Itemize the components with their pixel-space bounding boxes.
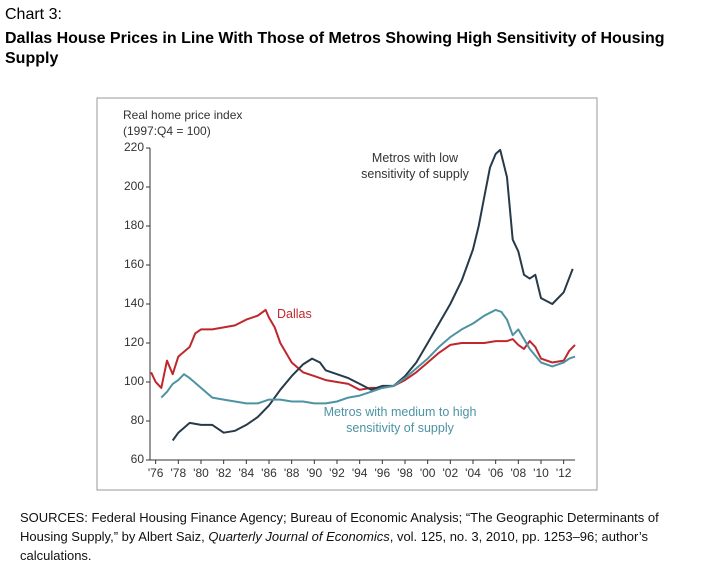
x-tick-label: '06 <box>488 466 504 480</box>
series-line <box>160 308 576 405</box>
y-tick-label: 160 <box>124 257 144 271</box>
x-tick-label: '88 <box>284 466 300 480</box>
y-tick-label: 60 <box>131 452 145 466</box>
series-line <box>150 308 576 391</box>
x-tick-label: '10 <box>533 466 549 480</box>
x-tick-label: '92 <box>329 466 345 480</box>
y-tick-label: 80 <box>131 413 145 427</box>
source-journal: Quarterly Journal of Economics <box>208 529 390 544</box>
chart-frame <box>96 97 598 491</box>
x-tick-label: '00 <box>420 466 436 480</box>
x-tick-label: '94 <box>352 466 368 480</box>
y-tick-label: 140 <box>124 296 144 310</box>
x-tick-label: '96 <box>375 466 391 480</box>
series-label: Dallas <box>277 307 312 321</box>
x-tick-label: '12 <box>556 466 572 480</box>
y-tick-label: 100 <box>124 374 144 388</box>
chart-label: Chart 3: <box>5 6 62 23</box>
series-label: Metros with low sensitivity of supply <box>361 151 469 181</box>
y-axis-label: Real home price index <box>123 108 242 122</box>
source-note: SOURCES: Federal Housing Finance Agency;… <box>20 508 695 565</box>
x-tick-label: '76 <box>148 466 164 480</box>
x-tick-label: '84 <box>239 466 255 480</box>
x-tick-label: '80 <box>193 466 209 480</box>
x-tick-label: '08 <box>511 466 527 480</box>
y-tick-label: 200 <box>124 179 144 193</box>
x-tick-label: '04 <box>465 466 481 480</box>
x-tick-label: '78 <box>171 466 187 480</box>
x-tick-label: '98 <box>397 466 413 480</box>
x-tick-label: '82 <box>216 466 232 480</box>
series-line <box>171 148 574 442</box>
y-axis-note: (1997:Q4 = 100) <box>123 124 211 138</box>
y-tick-label: 220 <box>124 140 144 154</box>
x-tick-label: '02 <box>443 466 459 480</box>
series-label: Metros with medium to high sensitivity o… <box>323 405 477 435</box>
source-text: SOURCES: Federal Housing Finance Agency;… <box>20 510 659 544</box>
chart-title: Dallas House Prices in Line With Those o… <box>5 30 665 67</box>
x-tick-label: '86 <box>261 466 277 480</box>
x-tick-label: '90 <box>307 466 323 480</box>
y-tick-label: 180 <box>124 218 144 232</box>
y-tick-label: 120 <box>124 335 144 349</box>
